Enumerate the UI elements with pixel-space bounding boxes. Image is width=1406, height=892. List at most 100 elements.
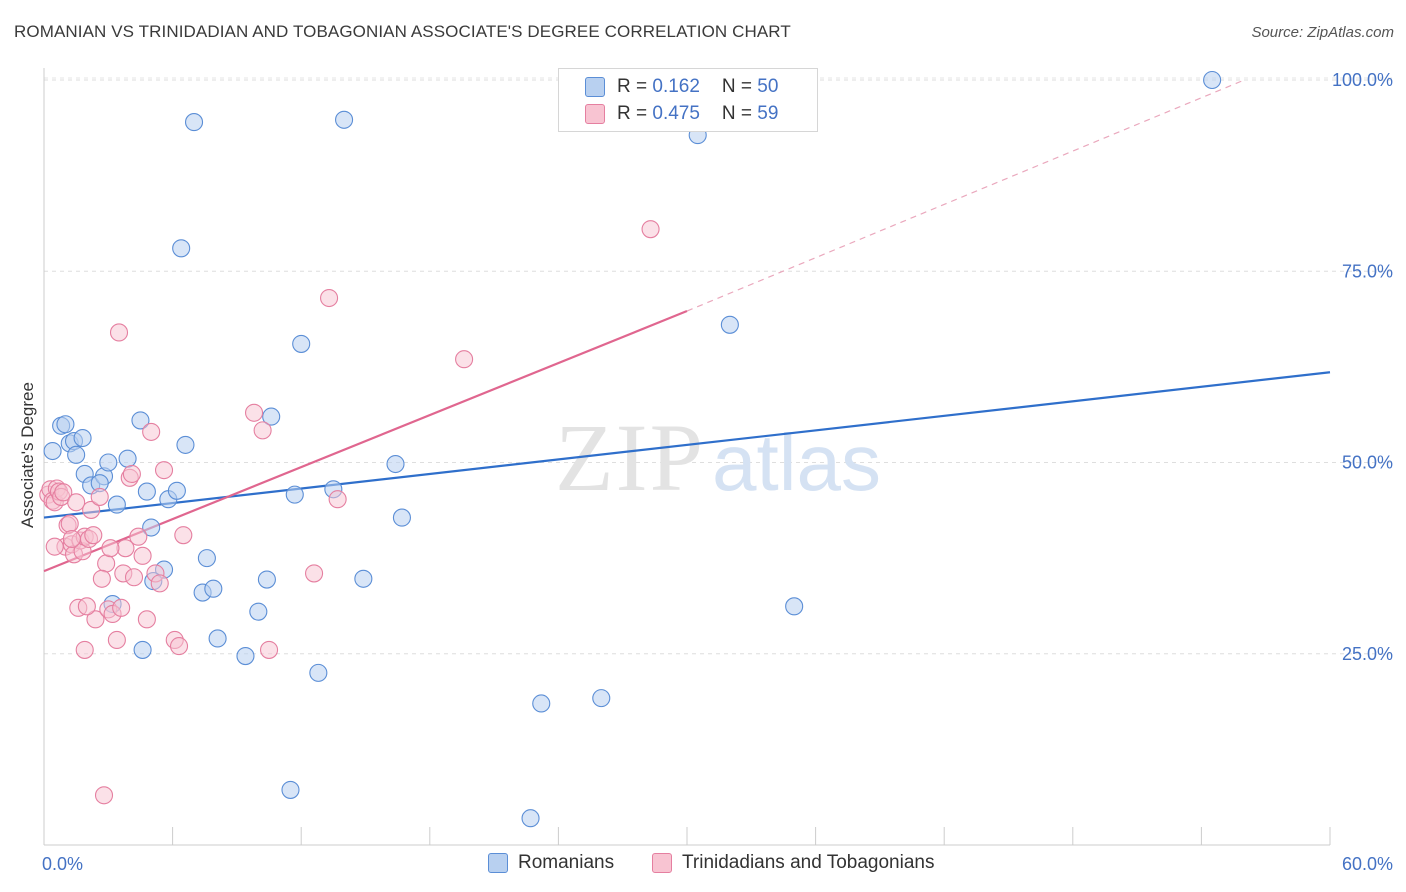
y-tick-label: 100.0% bbox=[1332, 70, 1393, 90]
romanians-point bbox=[142, 518, 161, 537]
trinidadians-point bbox=[77, 597, 96, 616]
trinidadians-point bbox=[641, 220, 660, 239]
trinidadians-point bbox=[54, 483, 73, 502]
romanians-point bbox=[257, 570, 276, 589]
romanians-point bbox=[99, 453, 118, 472]
y-tick-label: 25.0% bbox=[1342, 644, 1393, 664]
trinidadians-point bbox=[174, 526, 193, 545]
romanians-point bbox=[107, 495, 126, 514]
romanians-point bbox=[262, 407, 281, 426]
romanians-point bbox=[335, 110, 354, 129]
romanians-point bbox=[236, 646, 255, 666]
y-axis-label: Associate's Degree bbox=[18, 382, 37, 528]
trinidadians-point bbox=[305, 564, 324, 583]
axes bbox=[43, 68, 1331, 846]
trinidadians-swatch bbox=[585, 104, 605, 124]
trinidadians-point bbox=[84, 526, 103, 545]
romanians-point bbox=[172, 239, 191, 258]
romanians-point bbox=[137, 482, 156, 501]
trinidadians-points bbox=[39, 220, 660, 805]
legend-r-value: 0.162 bbox=[652, 76, 700, 97]
trinidadians-point bbox=[82, 500, 101, 519]
legend-r-label: R = bbox=[617, 103, 653, 124]
romanians-point bbox=[285, 485, 304, 504]
legend-item-romanians[interactable]: Romanians bbox=[488, 852, 614, 874]
romanians-point bbox=[249, 602, 268, 621]
trinidadians-point bbox=[124, 568, 144, 587]
romanians-points bbox=[43, 70, 1222, 828]
legend-n-value: 50 bbox=[757, 76, 779, 97]
romanians-point bbox=[167, 481, 186, 500]
trinidadians-point bbox=[320, 288, 339, 308]
trinidadians-trend-extension bbox=[686, 79, 1245, 312]
romanians-point bbox=[309, 663, 328, 682]
legend-label-romanians: Romanians bbox=[518, 852, 615, 873]
legend-r-value: 0.475 bbox=[652, 103, 700, 124]
trinidadians-point bbox=[75, 640, 94, 659]
trinidadians-point bbox=[107, 630, 126, 650]
trinidadians-point bbox=[133, 546, 152, 565]
romanians-point bbox=[392, 508, 411, 527]
tick-labels: 25.0% 50.0% 75.0% 100.0% 0.0% 60.0% bbox=[42, 70, 1393, 874]
legend-row-romanians: R = 0.162 N = 50 bbox=[585, 75, 778, 99]
romanians-point bbox=[73, 428, 92, 448]
romanians-point bbox=[281, 780, 300, 799]
romanians-point bbox=[785, 597, 804, 616]
legend-label-trinidadians: Trinidadians and Tobagonians bbox=[682, 852, 935, 873]
trinidadians-point bbox=[90, 487, 109, 506]
trinidadians-point bbox=[455, 350, 474, 369]
romanians-swatch bbox=[585, 77, 605, 97]
trinidadians-point bbox=[92, 569, 111, 588]
trinidadians-point bbox=[328, 490, 347, 509]
chart-title: ROMANIAN VS TRINIDADIAN AND TOBAGONIAN A… bbox=[14, 22, 791, 41]
chart-source: Source: ZipAtlas.com bbox=[1251, 24, 1394, 41]
romanians-point bbox=[184, 113, 204, 132]
romanians-point bbox=[133, 640, 152, 659]
romanians-point bbox=[292, 334, 311, 353]
gridlines bbox=[44, 77, 1392, 655]
romanians-point bbox=[521, 809, 540, 828]
romanians-point bbox=[43, 441, 62, 461]
romanians-point bbox=[131, 411, 150, 430]
romanians-point bbox=[354, 569, 373, 588]
romanians-point bbox=[197, 549, 216, 568]
legend-n-value: 59 bbox=[757, 103, 779, 124]
trinidadians-point bbox=[94, 786, 114, 805]
x-tick-label: 60.0% bbox=[1342, 854, 1393, 874]
trinidadians-point bbox=[259, 640, 279, 659]
romanians-point bbox=[67, 445, 86, 464]
x-tick-label: 0.0% bbox=[42, 854, 83, 874]
romanians-point bbox=[176, 435, 195, 454]
trinidadians-point bbox=[86, 610, 105, 629]
trinidadians-point bbox=[244, 403, 264, 422]
trinidadians-point bbox=[142, 422, 161, 441]
romanians-legend-swatch bbox=[488, 853, 508, 873]
trinidadians-point bbox=[67, 493, 86, 512]
trinidadians-point bbox=[122, 464, 141, 484]
legend-item-trinidadians[interactable]: Trinidadians and Tobagonians bbox=[652, 852, 934, 874]
trinidadians-point bbox=[109, 323, 129, 342]
y-tick-label: 50.0% bbox=[1342, 453, 1393, 473]
romanians-point bbox=[532, 694, 551, 713]
trinidadians-point bbox=[60, 514, 79, 533]
trinidadians-point bbox=[101, 539, 120, 558]
romanians-point bbox=[208, 629, 227, 648]
series-legend: Romanians Trinidadians and Tobagonians bbox=[0, 852, 1406, 878]
trinidadians-point bbox=[62, 529, 81, 549]
watermark: ZIP atlas bbox=[555, 404, 881, 511]
trinidadians-point bbox=[169, 637, 189, 656]
legend-n-label: N = bbox=[721, 103, 758, 124]
y-tick-label: 75.0% bbox=[1342, 261, 1393, 281]
legend-n-label: N = bbox=[721, 76, 758, 97]
legend-row-trinidadians: R = 0.475 N = 59 bbox=[585, 102, 778, 126]
romanians-trend-line bbox=[43, 371, 1331, 519]
trinidadians-point bbox=[137, 610, 156, 629]
trinidadians-point bbox=[97, 554, 116, 573]
romanians-point bbox=[720, 315, 739, 334]
stats-legend: R = 0.162 N = 50 R = 0.475 N = 59 bbox=[558, 68, 818, 132]
romanians-point bbox=[118, 449, 137, 468]
romanians-point bbox=[56, 415, 75, 434]
romanians-point bbox=[592, 689, 611, 708]
romanians-point bbox=[204, 579, 223, 598]
